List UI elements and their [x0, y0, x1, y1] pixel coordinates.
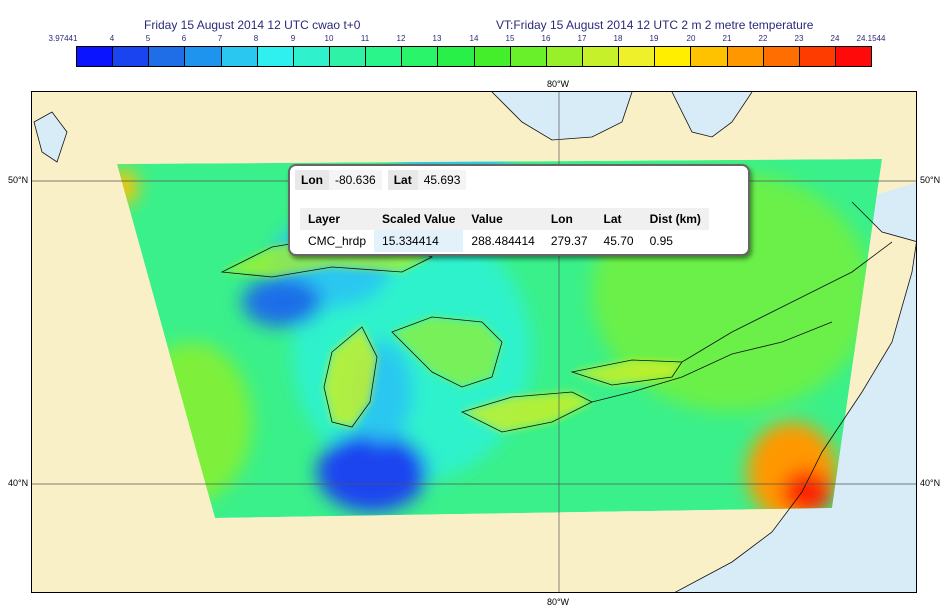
- lon-label-top: 80°W: [546, 79, 570, 89]
- cell-scaled-value: 15.334414: [374, 230, 464, 252]
- colorbar-cell: [799, 47, 836, 66]
- colorbar-cell: [185, 47, 222, 66]
- coastline: [323, 326, 378, 428]
- lat-label-50-right: 50°N: [920, 175, 941, 185]
- colorbar-label: 11: [360, 34, 370, 43]
- colorbar-cell: [727, 47, 764, 66]
- colorbar-cell: [691, 47, 728, 66]
- data-probe-popup[interactable]: Lon -80.636 Lat 45.693 Layer Scaled Valu…: [288, 164, 750, 256]
- lat-label-40-left: 40°N: [8, 478, 29, 488]
- probe-results-table: Layer Scaled Value Value Lon Lat Dist (k…: [300, 208, 709, 252]
- colorbar-cell: [402, 47, 439, 66]
- lake-erie: [462, 392, 592, 432]
- lat-value: 45.693: [417, 170, 467, 190]
- colorbar-cell: [763, 47, 800, 66]
- colorbar-label: 10: [324, 34, 334, 43]
- colorbar-label: 17: [577, 34, 587, 43]
- colorbar-cell: [474, 47, 511, 66]
- column-header-scaled-value: Scaled Value: [374, 208, 464, 230]
- warm-region: [782, 470, 832, 514]
- colorbar-label: 23: [794, 34, 804, 43]
- colorbar-label: 4: [109, 34, 115, 43]
- colorbar-cell: [113, 47, 150, 66]
- lake-huron: [392, 317, 502, 387]
- colorbar-label: 7: [217, 34, 223, 43]
- column-header-dist: Dist (km): [641, 208, 709, 230]
- lake-michigan: [324, 327, 377, 427]
- lon-value: -80.636: [329, 170, 382, 190]
- colorbar-label: 12: [396, 34, 406, 43]
- colorbar-cell: [619, 47, 656, 66]
- cell-layer: CMC_hrdp: [308, 234, 367, 248]
- lon-label-bottom: 80°W: [546, 597, 570, 607]
- colorbar-label: 20: [686, 34, 696, 43]
- title-right: VT:Friday 15 August 2014 12 UTC 2 m 2 me…: [496, 18, 814, 32]
- colorbar: [76, 46, 872, 67]
- colorbar-label: 18: [613, 34, 623, 43]
- title-left: Friday 15 August 2014 12 UTC cwao t+0: [144, 18, 361, 32]
- colorbar-cell: [149, 47, 186, 66]
- cursor-coordinates: Lon -80.636 Lat 45.693: [295, 170, 472, 190]
- warm-region: [117, 169, 138, 205]
- colorbar-label: 6: [181, 34, 187, 43]
- colorbar-label: 8: [253, 34, 259, 43]
- colorbar-cell: [329, 47, 367, 66]
- cell-lon: 279.37: [550, 234, 588, 248]
- lat-label-50-left: 50°N: [8, 175, 29, 185]
- coastline: [851, 201, 916, 242]
- colorbar-label: 14: [469, 34, 479, 43]
- colorbar-label: 13: [432, 34, 442, 43]
- country-border: [591, 321, 833, 403]
- james-bay: [672, 92, 752, 137]
- colorbar-label: 24: [830, 34, 840, 43]
- colorbar-label: 15: [505, 34, 515, 43]
- colorbar-label: 24.1544: [856, 34, 886, 43]
- colorbar-cell: [257, 47, 294, 66]
- hudson-bay: [492, 92, 632, 140]
- cool-region: [242, 277, 322, 327]
- colorbar-cell: [546, 47, 583, 66]
- coastline: [674, 242, 916, 592]
- colorbar-cell: [77, 47, 114, 66]
- lake-ontario: [572, 360, 682, 385]
- colorbar-cell: [366, 47, 403, 66]
- colorbar-label: 5: [145, 34, 151, 43]
- column-header-layer: Layer: [300, 208, 375, 230]
- column-header-lat: Lat: [595, 208, 642, 230]
- colorbar-label: 3.97441: [48, 34, 78, 43]
- cell-lat: 45.70: [603, 234, 634, 248]
- lat-header: Lat: [387, 170, 418, 190]
- column-header-value: Value: [463, 208, 543, 230]
- coastline: [391, 316, 503, 388]
- coastline: [570, 359, 683, 386]
- table-header-row: Layer Scaled Value Value Lon Lat Dist (k…: [300, 208, 709, 230]
- small-lake-nw: [34, 112, 67, 162]
- table-row: CMC_hrdp 15.334414 288.484414 279.37 45.…: [300, 230, 709, 252]
- colorbar-cell: [221, 47, 258, 66]
- cool-region: [317, 432, 427, 512]
- lat-label-40-right: 40°N: [920, 478, 941, 488]
- st-lawrence-river: [681, 241, 893, 363]
- coastline: [671, 92, 753, 138]
- colorbar-label: 19: [649, 34, 659, 43]
- colorbar-cell: [293, 47, 330, 66]
- cell-dist: 0.95: [649, 234, 673, 248]
- coastline: [491, 92, 633, 141]
- colorbar-label: 22: [758, 34, 768, 43]
- colorbar-cell: [655, 47, 692, 66]
- colorbar-label: 16: [541, 34, 551, 43]
- colorbar-label: 21: [722, 34, 732, 43]
- cell-value: 288.484414: [471, 234, 535, 248]
- colorbar-label: 9: [290, 34, 296, 43]
- colorbar-cell: [510, 47, 547, 66]
- colorbar-cell: [835, 47, 872, 66]
- colorbar-cell: [582, 47, 620, 66]
- colorbar-labels: 3.97441 4 5 6 7 8 9 10 11 12 13 14 15 16…: [49, 34, 890, 46]
- lon-header: Lon: [295, 170, 329, 190]
- coastline: [33, 111, 68, 163]
- atlantic-ocean: [675, 245, 916, 592]
- colorbar-cell: [438, 47, 475, 66]
- column-header-lon: Lon: [542, 208, 596, 230]
